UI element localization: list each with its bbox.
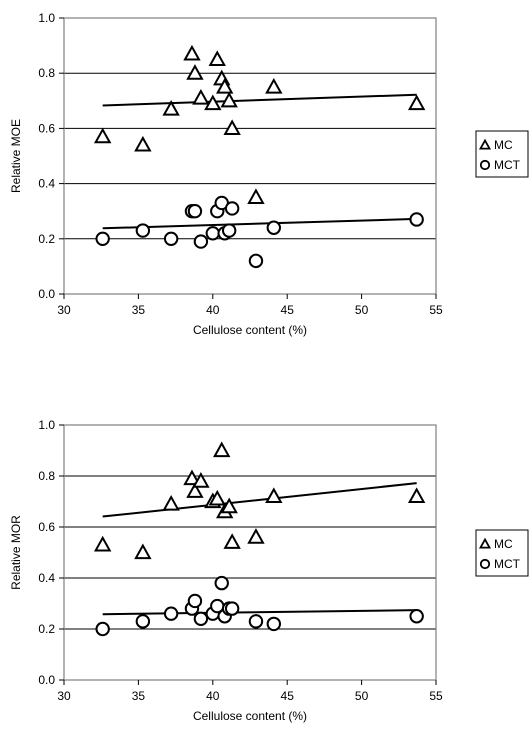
x-axis-label: Cellulose content (%): [193, 709, 307, 723]
legend: MC MCT: [475, 529, 529, 577]
x-tick-label: 30: [57, 303, 71, 317]
x-tick-label: 35: [132, 303, 146, 317]
legend-label: MC: [494, 537, 513, 551]
point-mct: [205, 226, 221, 241]
trendline-mct: [102, 217, 417, 230]
point-mct: [163, 231, 179, 247]
point-mct: [409, 609, 424, 624]
y-tick-label: 0.6: [38, 520, 55, 534]
legend: MC MCT: [475, 130, 529, 178]
legend-marker: [479, 159, 491, 171]
point-mct: [248, 614, 264, 629]
point-mc: [192, 472, 210, 488]
y-tick-label: 0.2: [38, 232, 55, 246]
x-tick-label: 45: [281, 689, 295, 703]
y-tick-label: 1.0: [38, 11, 55, 25]
point-mc: [265, 487, 283, 503]
x-tick-label: 55: [429, 689, 443, 703]
point-mct: [193, 611, 209, 626]
y-tick-label: 0.0: [38, 673, 55, 687]
point-mc: [204, 94, 222, 111]
point-mct: [266, 616, 282, 632]
x-tick-label: 40: [206, 303, 220, 317]
point-mc: [183, 44, 201, 61]
point-mc: [247, 528, 265, 544]
point-mct: [187, 593, 203, 609]
point-mc: [134, 543, 152, 560]
trendline-mct: [102, 609, 417, 616]
x-tick-label: 45: [281, 303, 295, 317]
point-mct: [135, 614, 151, 629]
x-tick-label: 50: [355, 303, 369, 317]
point-mc: [223, 533, 241, 549]
point-mct: [95, 621, 110, 637]
point-mc: [407, 94, 426, 111]
point-mct: [409, 212, 424, 227]
y-tick-label: 0.4: [38, 571, 55, 585]
point-mct: [187, 204, 203, 219]
x-tick-label: 35: [132, 689, 146, 703]
legend-marker: [479, 558, 491, 570]
legend-label: MCT: [494, 158, 521, 172]
legend-marker: [478, 537, 492, 549]
point-mct: [135, 223, 151, 238]
point-mct: [224, 601, 240, 616]
plot-area: [63, 17, 437, 295]
point-mc: [407, 487, 426, 503]
x-tick-label: 30: [57, 689, 71, 703]
point-mct: [163, 606, 179, 621]
point-mct: [214, 575, 229, 591]
legend-marker: [478, 138, 492, 150]
point-mct: [248, 253, 264, 269]
legend-label: MC: [494, 138, 513, 152]
point-mct: [193, 234, 209, 249]
point-mc: [192, 88, 210, 105]
y-axis-label: Relative MOR: [9, 515, 23, 590]
point-mc: [220, 497, 238, 514]
x-tick-label: 40: [206, 689, 220, 703]
point-mc: [186, 482, 204, 498]
point-mc: [265, 77, 283, 94]
plot-area: [63, 424, 437, 681]
point-mc: [162, 100, 180, 116]
trendline-mc: [102, 482, 417, 518]
point-mc: [213, 441, 231, 458]
point-mc: [247, 188, 265, 204]
point-mc: [223, 119, 241, 135]
y-tick-label: 1.0: [38, 418, 55, 432]
x-tick-label: 55: [429, 303, 443, 317]
y-tick-label: 0.0: [38, 287, 55, 301]
y-axis-label: Relative MOE: [9, 119, 23, 193]
point-mc: [216, 77, 234, 94]
x-tick-label: 50: [355, 689, 369, 703]
point-mct: [221, 223, 237, 238]
x-axis-label: Cellulose content (%): [193, 323, 307, 337]
point-mc: [162, 494, 180, 511]
legend-label: MCT: [494, 557, 521, 571]
point-mc: [93, 127, 112, 144]
point-mc: [220, 91, 238, 108]
point-mc: [208, 50, 226, 66]
y-tick-label: 0.4: [38, 177, 55, 191]
y-tick-label: 0.8: [38, 469, 55, 483]
point-mc: [186, 64, 204, 80]
point-mc: [183, 469, 201, 486]
trendline-mc: [102, 93, 417, 107]
point-mc: [93, 535, 112, 552]
y-tick-label: 0.2: [38, 622, 55, 636]
point-mct: [266, 220, 282, 235]
point-mct: [224, 201, 240, 216]
point-mc: [134, 135, 152, 152]
point-mct: [95, 231, 110, 247]
chart-2: 0.0 0.2 0.4 0.6 0.8 1.0 30 35 40 45 50 55 Cellulose …: [9, 418, 529, 723]
y-tick-label: 0.8: [38, 66, 55, 80]
point-mc: [208, 489, 226, 506]
y-tick-label: 0.6: [38, 121, 55, 135]
chart-1: 0.0 0.2 0.4 0.6 0.8 1.0 30 35 40 45 50 55 Cellulose …: [9, 11, 529, 337]
